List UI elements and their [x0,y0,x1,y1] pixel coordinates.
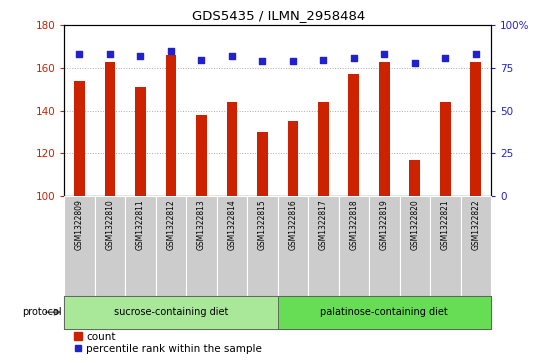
Bar [227,102,237,196]
Bar [64,296,277,329]
Point [472,52,480,57]
Bar [278,196,308,296]
Text: GSM1322818: GSM1322818 [349,199,358,250]
Text: GDS5435 / ILMN_2958484: GDS5435 / ILMN_2958484 [193,9,365,22]
Bar [440,102,451,196]
Bar [470,62,481,196]
Bar [135,87,146,196]
Point [75,52,84,57]
Point [349,55,358,61]
Text: GSM1322813: GSM1322813 [197,199,206,250]
Point [410,60,419,66]
Text: sucrose-containing diet: sucrose-containing diet [114,307,228,317]
Point [166,48,175,54]
Text: GSM1322811: GSM1322811 [136,199,145,250]
Point [197,57,206,62]
Bar [410,160,420,196]
Point [319,57,328,62]
Bar [217,196,247,296]
Bar [369,196,400,296]
Bar [166,55,176,196]
Text: GSM1322812: GSM1322812 [166,199,175,250]
Bar [125,196,156,296]
Bar [460,196,491,296]
Bar [95,196,125,296]
Bar [318,102,329,196]
Bar [104,62,116,196]
Bar [156,196,186,296]
Text: GSM1322815: GSM1322815 [258,199,267,250]
Text: GSM1322821: GSM1322821 [441,199,450,250]
Text: GSM1322817: GSM1322817 [319,199,328,250]
Text: GSM1322809: GSM1322809 [75,199,84,250]
Bar [349,74,359,196]
Text: GSM1322820: GSM1322820 [410,199,419,250]
Text: GSM1322816: GSM1322816 [288,199,297,250]
Point [380,52,389,57]
Point [105,52,114,57]
Bar [196,115,206,196]
Text: palatinose-containing diet: palatinose-containing diet [320,307,448,317]
Text: GSM1322814: GSM1322814 [227,199,237,250]
Bar [308,196,339,296]
Bar [64,196,95,296]
Bar [186,196,217,296]
Bar [430,196,460,296]
Point [441,55,450,61]
Bar [247,196,277,296]
Bar [74,81,85,196]
Text: GSM1322822: GSM1322822 [472,199,480,250]
Legend: count, percentile rank within the sample: count, percentile rank within the sample [69,327,266,358]
Point [136,53,145,59]
Text: protocol: protocol [22,307,61,317]
Bar [400,196,430,296]
Bar [278,296,491,329]
Point [258,58,267,64]
Bar [257,132,268,196]
Text: GSM1322819: GSM1322819 [380,199,389,250]
Point [288,58,297,64]
Point [228,53,237,59]
Bar [379,62,389,196]
Bar [287,121,298,196]
Text: GSM1322810: GSM1322810 [105,199,114,250]
Bar [339,196,369,296]
